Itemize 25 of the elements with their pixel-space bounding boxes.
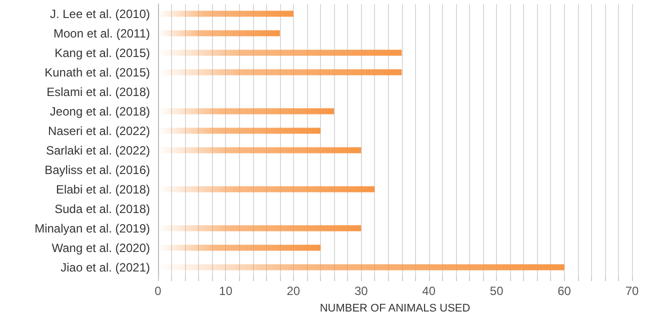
y-tick-label: Jiao et al. (2021) [60, 260, 150, 274]
x-axis-title: NUMBER OF ANIMALS USED [320, 302, 470, 314]
y-tick-label: Bayliss et al. (2016) [44, 162, 150, 177]
y-tick-label: Wang et al. (2020) [52, 240, 150, 255]
y-tick-label: Kang et al. (2015) [54, 46, 150, 60]
x-tick-label: 40 [422, 284, 436, 298]
y-tick-label: Naseri et al. (2022) [48, 124, 150, 138]
y-tick-label: Elabi et al. (2018) [56, 182, 150, 196]
x-tick-label: 60 [558, 284, 572, 298]
x-tick-label: 30 [354, 284, 368, 298]
x-tick-label: 20 [286, 284, 300, 298]
bar [158, 30, 280, 36]
y-tick-label: J. Lee et al. (2010) [50, 6, 150, 21]
y-tick-label: Moon et al. (2011) [54, 26, 150, 40]
x-tick-label: 0 [154, 284, 162, 298]
x-tick-label: 50 [490, 284, 504, 298]
y-tick-label: Kunath et al. (2015) [44, 65, 150, 80]
x-tick-label: 70 [625, 284, 639, 298]
bar [158, 10, 294, 17]
y-tick-label: Minalyan et al. (2019) [34, 221, 150, 236]
x-tick-label: 10 [219, 284, 233, 298]
y-tick-label: Sarlaki et al. (2022) [46, 143, 150, 158]
y-tick-label: Suda et al. (2018) [54, 202, 150, 216]
y-tick-label: Jeong et al. (2018) [50, 104, 150, 118]
y-tick-label: Eslami et al. (2018) [46, 84, 150, 99]
